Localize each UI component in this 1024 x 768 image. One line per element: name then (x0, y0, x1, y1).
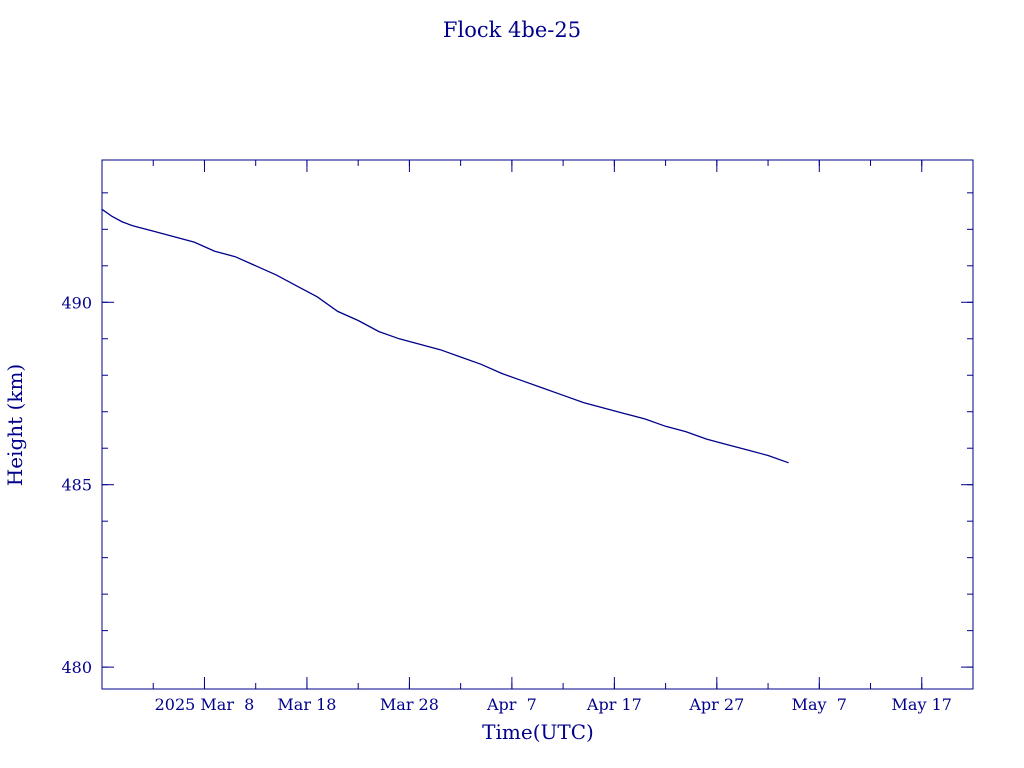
y-tick-label: 480 (61, 658, 92, 677)
x-tick-label: Apr 27 (688, 695, 744, 714)
x-tick-label: Apr 7 (486, 695, 537, 714)
plot-frame (101, 159, 974, 690)
chart-title: Flock 4be-25 (443, 18, 581, 42)
y-axis: 480 485 490 (61, 192, 973, 677)
x-tick-label: May 7 (792, 695, 847, 714)
series-group (101, 208, 789, 464)
x-axis: 2025 Mar 8 Mar 18 Mar 28 Apr 7 Apr 17 Apr 27 M… (152, 160, 952, 714)
x-tick-label: Mar 28 (380, 695, 439, 714)
x-tick-label: 2025 Mar 8 (155, 695, 255, 714)
x-axis-label: Time(UTC) (482, 720, 594, 744)
height-series-line (101, 208, 789, 464)
y-axis-label: Height (km) (3, 364, 27, 486)
x-tick-label: May 17 (892, 695, 952, 714)
y-tick-label: 485 (61, 476, 92, 495)
x-tick-label: Apr 17 (586, 695, 642, 714)
y-tick-label: 490 (61, 293, 92, 312)
x-tick-label: Mar 18 (277, 695, 336, 714)
